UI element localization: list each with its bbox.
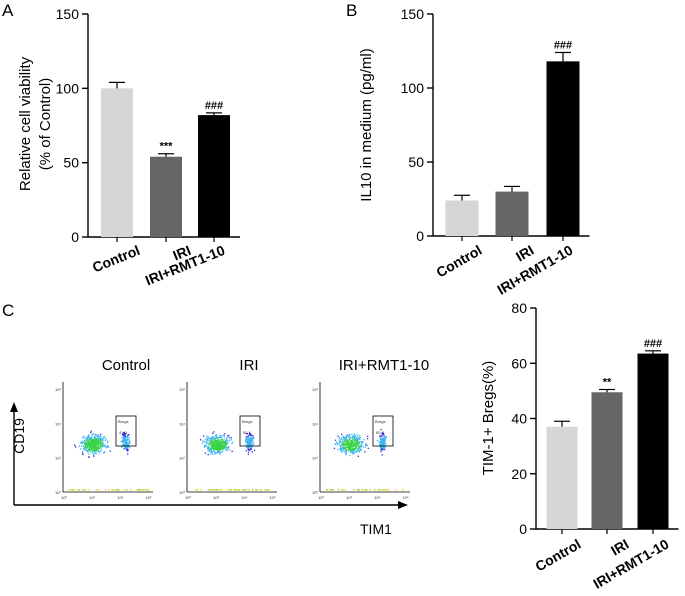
plot-x-tick: 10⁰ [61,495,67,500]
y-axis-label-line2: (% of Control) [37,78,54,171]
significance-label: *** [160,141,174,153]
bar-iri-rmt1-10 [198,115,230,237]
scatter-dots [326,429,405,491]
y-tick-label: 80 [511,300,527,316]
plot-x-tick: 10² [213,495,219,500]
plot-x-tick: 10² [346,495,352,500]
bar-iri-rmt1-10 [637,353,669,529]
y-tick-label: 20 [511,466,527,482]
bar-control [546,426,578,529]
plot-x-tick: 10⁴ [241,495,247,500]
gate-percentage: 50.1 [243,430,252,435]
y-tick-label: 50 [63,155,79,171]
plot-y-tick: 10⁴ [179,421,185,426]
y-axis-label-line1: Relative cell viability [17,56,34,191]
panel-letter-b: B [346,1,357,20]
bregs-gate [115,415,137,447]
plot-x-tick: 10⁰ [185,495,191,500]
y-tick-label: 100 [401,80,425,96]
category-label: Control [433,242,484,281]
cd19-arrowhead-icon [10,402,18,412]
y-tick-label: 60 [511,355,527,371]
panel-letter-c: C [2,301,14,320]
plot-y-tick: 10² [312,456,318,461]
flow-cytometry-panels: Control IRI IRI+RMT1-10 CD19 TIM1 10⁰10⁰… [10,357,429,537]
y-tick-label: 100 [56,80,80,96]
gate-percentage: 60.0 [376,430,385,435]
category-label: Control [90,242,142,275]
bar-iri [591,392,623,529]
scatter-dots [195,431,270,491]
y-tick-label: 40 [511,411,527,427]
plot-x-tick: 10² [89,495,95,500]
plot-x-tick: 10⁴ [117,495,123,500]
gate-label: Bregs [242,419,252,424]
plot-y-tick: 10⁰ [55,490,61,495]
bar-control [445,200,479,236]
gate-label: Bregs [375,419,385,424]
plot-x-tick: 10⁴ [374,495,380,500]
cd19-label: CD19 [11,418,27,454]
scatter-dots [68,430,150,491]
bar-iri [495,191,529,236]
y-axis-label: IL10 in medium (pg/ml) [358,48,375,201]
bregs-gate [372,415,394,447]
y-tick-label: 150 [401,6,425,22]
plot-y-tick: 10⁴ [55,421,61,426]
bar-iri [150,156,182,237]
chart-c-tim1-bregs: 0 20 40 60 80 Control ** IRI ### IRI+RMT1-10 TIM-1… [480,300,679,592]
plot-y-tick: 10⁶ [55,387,61,392]
category-label: IRI+RMT1-10 [590,536,671,592]
flow-title-combo: IRI+RMT1-10 [339,357,429,374]
flow-title-control: Control [102,357,150,374]
plot-y-tick: 10² [55,456,61,461]
bar-control [101,88,133,237]
chart-b-il10: 0 50 100 150 Control IRI ### IRI+RMT1-10 IL10 in… [358,6,590,298]
chart-a-viability: 050100150Control***IRI###IRI+RMT1-10Rela… [17,6,240,288]
plot-y-tick: 10⁰ [179,490,185,495]
plot-y-tick: 10⁰ [312,490,318,495]
tim1-label: TIM1 [360,521,392,537]
plot-x-tick: 10⁶ [145,495,151,500]
significance-label: ### [644,338,662,350]
y-tick-label: 0 [416,228,424,244]
gate-label: Bregs [118,419,128,424]
plot-y-tick: 10⁴ [312,421,318,426]
plot-x-tick: 10⁶ [269,495,275,500]
category-label: IRI [513,242,536,265]
bregs-gate [239,415,261,447]
significance-label: ** [603,376,612,388]
category-label: IRI+RMT1-10 [494,242,575,298]
y-tick-label: 150 [56,6,80,22]
category-label: IRI [171,242,194,264]
y-tick-label: 50 [408,154,424,170]
category-label: IRI [608,536,631,559]
flow-title-iri: IRI [239,357,258,374]
y-tick-label: 0 [71,229,79,245]
y-axis-label: TIM-1+ Bregs(%) [480,361,497,476]
plot-x-tick: 10⁰ [318,495,324,500]
gate-percentage: 41.0 [119,430,128,435]
panel-letter-a: A [2,1,14,20]
plot-y-tick: 10⁶ [312,387,318,392]
plot-x-tick: 10⁶ [402,495,408,500]
y-tick-label: 0 [519,521,527,537]
significance-label: ### [554,39,572,51]
category-label: Control [532,536,583,575]
plot-y-tick: 10² [179,456,185,461]
bar-iri-rmt1-10 [546,61,580,236]
significance-label: ### [205,100,223,112]
tim1-arrowhead-icon [398,501,408,509]
plot-y-tick: 10⁶ [179,387,185,392]
